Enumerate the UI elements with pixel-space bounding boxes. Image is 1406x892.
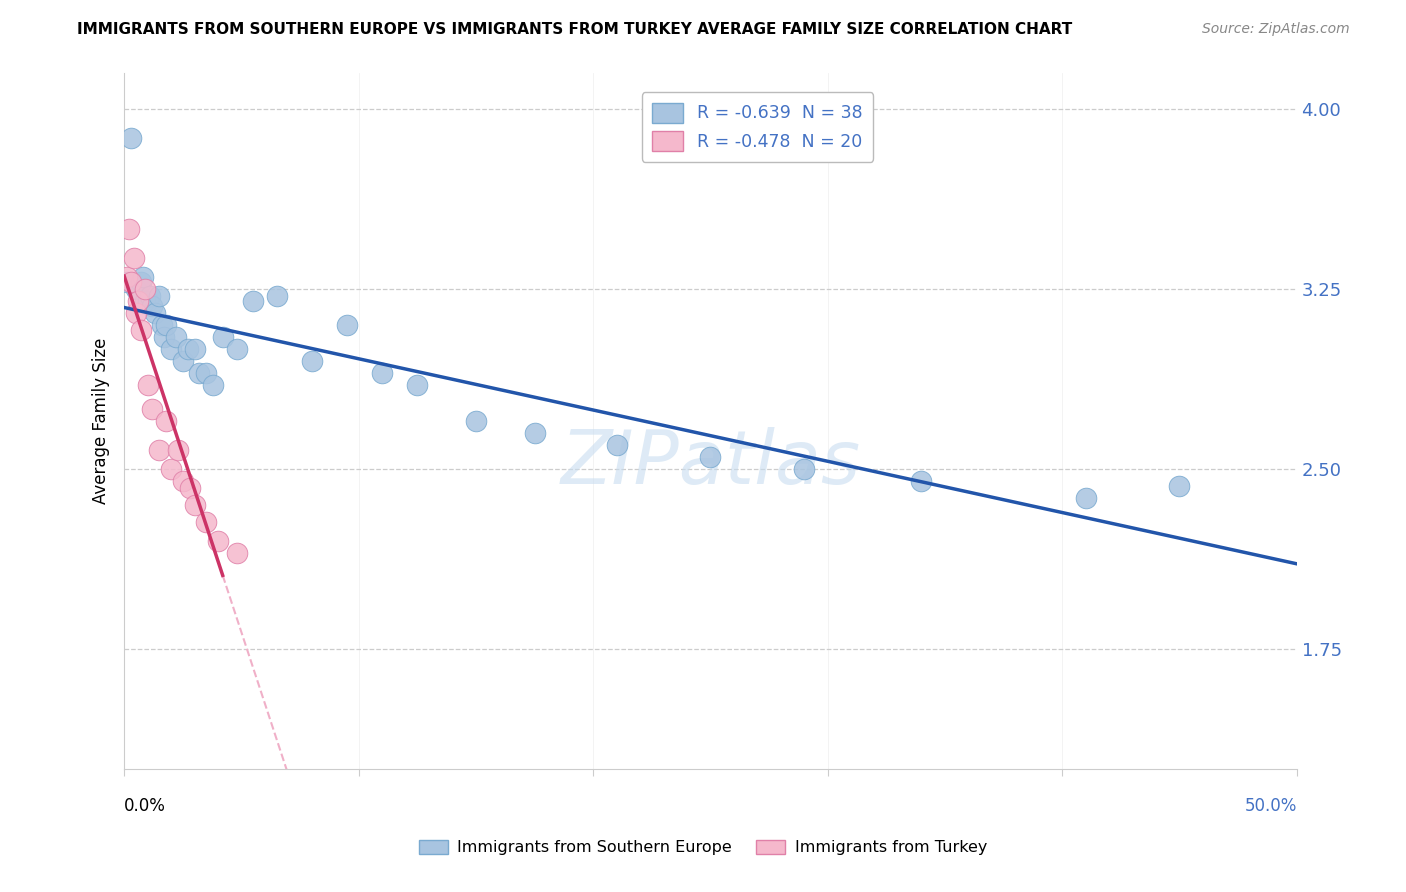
Point	[141, 402, 163, 417]
Point	[167, 442, 190, 457]
Point	[202, 378, 225, 392]
Point	[150, 318, 173, 332]
Point	[371, 366, 394, 380]
Point	[793, 462, 815, 476]
Text: 0.0%: 0.0%	[124, 797, 166, 815]
Point	[406, 378, 429, 392]
Point	[120, 130, 142, 145]
Point	[120, 275, 142, 289]
Point	[465, 414, 488, 428]
Point	[132, 270, 155, 285]
Point	[127, 293, 149, 308]
Point	[125, 282, 148, 296]
Point	[176, 342, 198, 356]
Point	[207, 534, 229, 549]
Point	[225, 546, 247, 560]
Point	[136, 378, 159, 392]
Point	[129, 275, 152, 289]
Point	[143, 306, 166, 320]
Point	[155, 414, 177, 428]
Point	[118, 222, 141, 236]
Point	[160, 462, 183, 476]
Point	[195, 366, 218, 380]
Point	[160, 342, 183, 356]
Point	[148, 289, 170, 303]
Point	[336, 318, 359, 332]
Point	[301, 354, 323, 368]
Point	[183, 498, 205, 512]
Text: IMMIGRANTS FROM SOUTHERN EUROPE VS IMMIGRANTS FROM TURKEY AVERAGE FAMILY SIZE CO: IMMIGRANTS FROM SOUTHERN EUROPE VS IMMIG…	[77, 22, 1073, 37]
Point	[141, 299, 163, 313]
Point	[1168, 479, 1191, 493]
Y-axis label: Average Family Size: Average Family Size	[93, 338, 110, 504]
Legend: R = -0.639  N = 38, R = -0.478  N = 20: R = -0.639 N = 38, R = -0.478 N = 20	[641, 92, 873, 161]
Point	[122, 251, 145, 265]
Point	[188, 366, 211, 380]
Point	[155, 318, 177, 332]
Point	[134, 282, 156, 296]
Point	[172, 354, 194, 368]
Text: Source: ZipAtlas.com: Source: ZipAtlas.com	[1202, 22, 1350, 37]
Text: ZIPatlas: ZIPatlas	[561, 426, 860, 499]
Point	[153, 330, 176, 344]
Point	[195, 515, 218, 529]
Point	[129, 323, 152, 337]
Point	[606, 438, 628, 452]
Point	[136, 293, 159, 308]
Point	[139, 289, 162, 303]
Point	[211, 330, 233, 344]
Point	[165, 330, 187, 344]
Point	[115, 275, 138, 289]
Point	[134, 293, 156, 308]
Point	[179, 481, 201, 495]
Point	[910, 474, 932, 488]
Point	[172, 474, 194, 488]
Point	[242, 293, 264, 308]
Point	[125, 306, 148, 320]
Point	[699, 450, 721, 464]
Point	[148, 442, 170, 457]
Point	[266, 289, 288, 303]
Point	[225, 342, 247, 356]
Point	[183, 342, 205, 356]
Text: 50.0%: 50.0%	[1244, 797, 1296, 815]
Point	[1074, 491, 1097, 505]
Point	[523, 425, 546, 440]
Point	[115, 270, 138, 285]
Legend: Immigrants from Southern Europe, Immigrants from Turkey: Immigrants from Southern Europe, Immigra…	[413, 833, 993, 862]
